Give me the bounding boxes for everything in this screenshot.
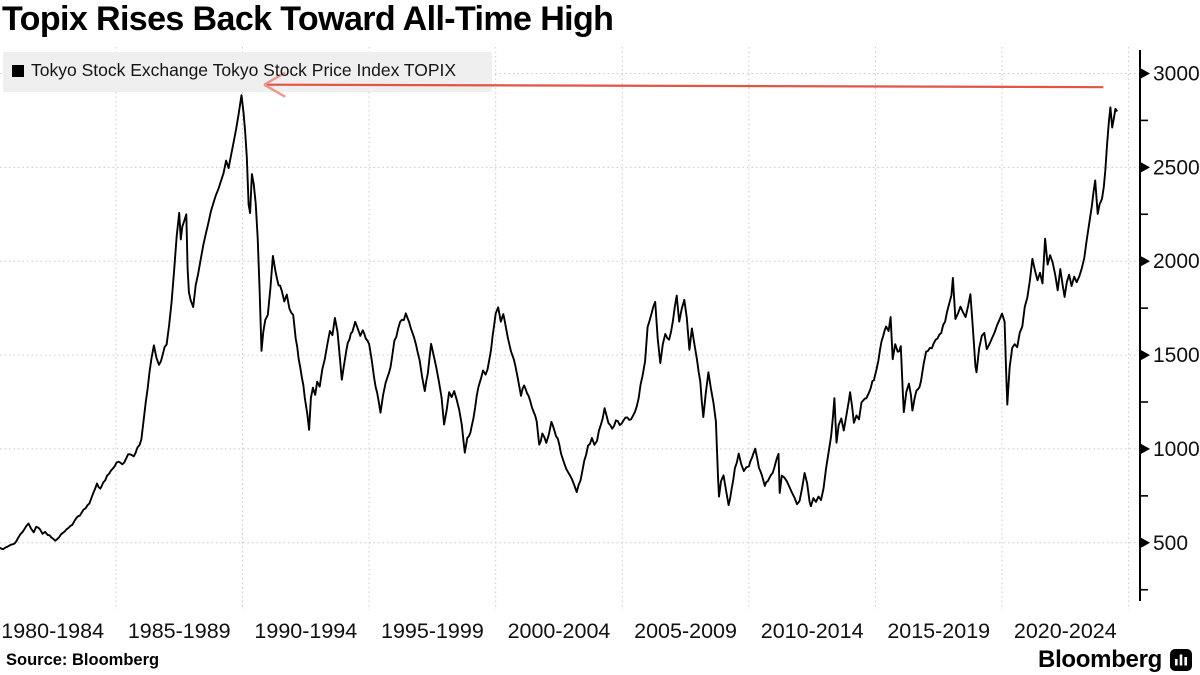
- y-axis-tick-label: 3000: [1153, 62, 1200, 85]
- x-axis-tick-label: 1995-1999: [381, 619, 484, 643]
- y-axis-tick-arrow-icon: [1141, 350, 1150, 361]
- y-axis-tick-label: 1000: [1153, 438, 1200, 461]
- bloomberg-chart-bars-icon: [1170, 649, 1192, 671]
- legend-series-marker-icon: [12, 64, 24, 77]
- y-axis-tick-arrow-icon: [1141, 256, 1150, 267]
- topix-price-line: [0, 94, 1118, 551]
- y-axis-tick-arrow-icon: [1141, 68, 1150, 79]
- y-axis-tick-label: 1500: [1153, 344, 1200, 367]
- y-axis-tick-label: 2500: [1153, 156, 1200, 179]
- x-axis-tick-label: 2015-2019: [887, 619, 990, 643]
- x-axis-tick-label: 1985-1989: [128, 619, 231, 643]
- bloomberg-wordmark: Bloomberg: [1038, 646, 1162, 673]
- annotation-arrowhead-lower: [263, 83, 286, 98]
- y-axis-tick-arrow-icon: [1141, 443, 1150, 454]
- y-axis-tick-label: 500: [1153, 532, 1188, 555]
- x-axis-tick-label: 2005-2009: [634, 619, 737, 643]
- legend-series-label: Tokyo Stock Exchange Tokyo Stock Price I…: [31, 60, 457, 80]
- x-axis-tick-label: 1990-1994: [254, 619, 357, 643]
- x-axis-tick-label: 1980-1984: [1, 619, 104, 643]
- y-axis-tick-arrow-icon: [1141, 162, 1150, 173]
- chart-title: Topix Rises Back Toward All-Time High: [2, 0, 614, 38]
- legend: Tokyo Stock Exchange Tokyo Stock Price I…: [12, 60, 456, 81]
- annotation-arrowhead-upper: [263, 71, 286, 86]
- y-axis-tick-arrow-icon: [1141, 537, 1150, 548]
- source-attribution: Source: Bloomberg: [6, 651, 160, 669]
- annotation-arrow-line: [266, 83, 1104, 89]
- bloomberg-logo: Bloomberg: [1038, 646, 1192, 674]
- x-axis-tick-label: 2000-2004: [508, 619, 611, 643]
- x-axis-tick-label: 2010-2014: [761, 619, 864, 643]
- y-axis-tick-label: 2000: [1153, 250, 1200, 273]
- x-axis-tick-label: 2020-2024: [1014, 619, 1117, 643]
